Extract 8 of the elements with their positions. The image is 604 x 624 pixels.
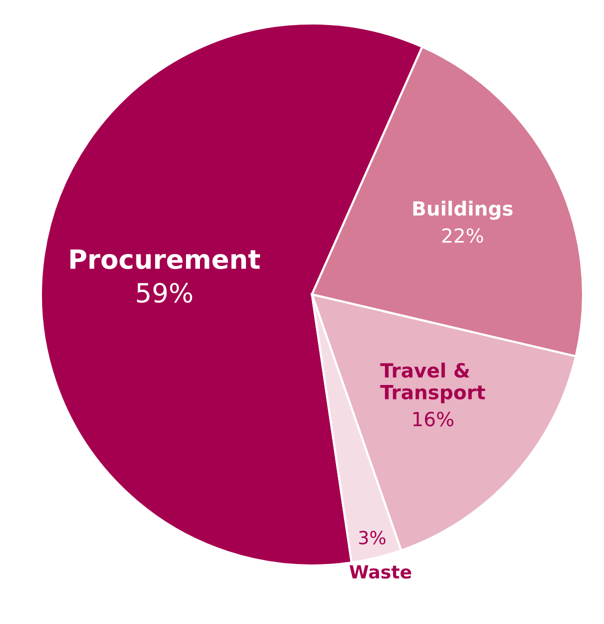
data-label: 22% xyxy=(442,228,484,243)
slice-label: Waste xyxy=(350,565,412,579)
data-label: 3% xyxy=(359,530,386,544)
slice-label: Travel & Transport xyxy=(380,362,486,404)
slice-label: Buildings xyxy=(413,200,513,220)
data-label: 16% xyxy=(413,412,454,426)
slice-label: Procurement xyxy=(70,249,260,270)
data-label: 59% xyxy=(137,282,192,303)
